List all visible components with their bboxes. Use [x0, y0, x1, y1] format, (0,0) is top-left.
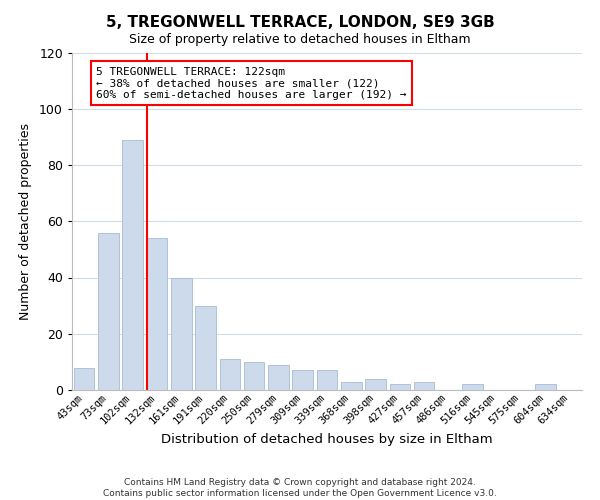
Bar: [389, 384, 410, 390]
Bar: [414, 382, 434, 390]
Bar: [220, 359, 240, 390]
Text: 5, TREGONWELL TERRACE, LONDON, SE9 3GB: 5, TREGONWELL TERRACE, LONDON, SE9 3GB: [106, 15, 494, 30]
Bar: [317, 370, 337, 390]
Bar: [195, 306, 216, 390]
Bar: [268, 364, 289, 390]
Bar: [122, 140, 143, 390]
Bar: [74, 368, 94, 390]
Bar: [171, 278, 191, 390]
Text: 5 TREGONWELL TERRACE: 122sqm
← 38% of detached houses are smaller (122)
60% of s: 5 TREGONWELL TERRACE: 122sqm ← 38% of de…: [96, 66, 407, 100]
Bar: [146, 238, 167, 390]
Bar: [463, 384, 483, 390]
Text: Size of property relative to detached houses in Eltham: Size of property relative to detached ho…: [129, 32, 471, 46]
Bar: [535, 384, 556, 390]
X-axis label: Distribution of detached houses by size in Eltham: Distribution of detached houses by size …: [161, 434, 493, 446]
Bar: [341, 382, 362, 390]
Bar: [98, 232, 119, 390]
Y-axis label: Number of detached properties: Number of detached properties: [19, 122, 32, 320]
Text: Contains HM Land Registry data © Crown copyright and database right 2024.
Contai: Contains HM Land Registry data © Crown c…: [103, 478, 497, 498]
Bar: [365, 379, 386, 390]
Bar: [292, 370, 313, 390]
Bar: [244, 362, 265, 390]
